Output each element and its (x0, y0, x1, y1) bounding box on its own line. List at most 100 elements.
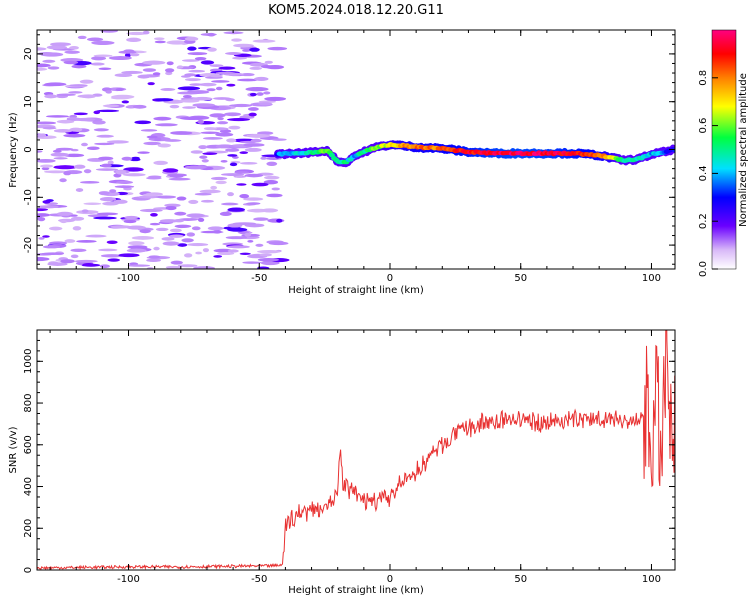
noise-blob (194, 56, 207, 61)
noise-blob (146, 135, 158, 139)
noise-blob (98, 67, 112, 71)
noise-blob (184, 36, 199, 42)
noise-blob (240, 73, 255, 77)
noise-blob (83, 202, 102, 205)
noise-blob (190, 150, 203, 154)
noise-blob (236, 183, 247, 186)
noise-blob (174, 224, 192, 228)
noise-blob (63, 133, 86, 138)
y-tick-label: -10 (23, 189, 34, 205)
noise-blob (82, 262, 95, 267)
snr-x-ticks: -100 -50 0 50 100 (49, 330, 661, 585)
noise-blob (179, 116, 204, 120)
noise-blob (75, 188, 84, 193)
noise-blob (122, 173, 146, 177)
noise-blob (121, 156, 133, 161)
snr-y-axis-label: SNR (v/v) (8, 426, 19, 473)
noise-blob (170, 131, 193, 135)
noise-blob (76, 240, 97, 243)
noise-blob (53, 128, 73, 133)
noise-blob (186, 232, 196, 237)
noise-blob (38, 237, 45, 240)
noise-blob (217, 117, 224, 121)
noise-blob (168, 234, 184, 238)
noise-blob (220, 202, 239, 206)
noise-blob (152, 72, 161, 76)
noise-blob (123, 219, 137, 224)
noise-blob (75, 117, 96, 122)
noise-blob (209, 113, 226, 118)
noise-blob (227, 207, 246, 212)
noise-blob (242, 49, 251, 52)
y-tick-label: 600 (23, 435, 34, 454)
noise-blob (264, 60, 273, 64)
noise-blob (126, 31, 148, 36)
snr-series-line (37, 330, 675, 570)
y-tick-label: -20 (23, 237, 34, 253)
noise-blob (56, 211, 73, 216)
noise-blob (252, 39, 276, 43)
noise-blob (255, 243, 264, 247)
noise-blob (258, 100, 277, 103)
noise-blob (236, 78, 259, 82)
noise-blob (227, 192, 234, 197)
noise-blob (271, 138, 287, 141)
noise-blob (259, 253, 272, 257)
colorbar-tick-label: 0.4 (698, 165, 709, 181)
noise-blob (244, 173, 264, 178)
noise-blob (219, 129, 232, 134)
noise-blob (73, 112, 88, 116)
x-tick-label: -100 (117, 273, 140, 284)
noise-blob (81, 209, 89, 213)
noise-blob (197, 217, 205, 222)
noise-blob (244, 147, 262, 152)
noise-blob (42, 245, 61, 249)
noise-blob (99, 196, 117, 202)
noise-blob (213, 255, 223, 258)
noise-blob (177, 86, 201, 91)
noise-blob (37, 67, 48, 71)
noise-blob (200, 131, 220, 135)
snr-y-ticks: 0 200 400 600 800 1000 (23, 329, 675, 573)
noise-blob (38, 52, 56, 56)
noise-blob (106, 240, 118, 244)
noise-blob (188, 199, 199, 204)
noise-blob (107, 160, 114, 165)
colorbar-label: Normalized spectral amplitude (738, 73, 749, 227)
noise-blob (150, 212, 158, 217)
noise-blob (37, 257, 50, 262)
noise-blob (96, 134, 114, 138)
noise-blob (46, 45, 68, 50)
noise-blob (100, 163, 112, 168)
noise-blob (129, 53, 140, 57)
spectrogram-x-ticks: -100 -50 0 50 100 (49, 30, 661, 284)
noise-blob (149, 222, 161, 226)
noise-blob (213, 97, 232, 100)
noise-blob (53, 165, 77, 170)
x-tick-label: 50 (514, 273, 527, 284)
noise-blob (64, 50, 80, 54)
y-tick-label: 400 (23, 477, 34, 496)
noise-blob (98, 156, 114, 161)
noise-blob (140, 208, 163, 213)
noise-blob (177, 264, 198, 268)
x-tick-label: 0 (387, 273, 393, 284)
noise-blob (225, 52, 242, 55)
noise-blob (215, 180, 227, 185)
noise-blob (243, 143, 265, 147)
noise-blob (142, 60, 166, 65)
noise-blob (42, 126, 57, 130)
noise-blob (56, 93, 76, 97)
noise-blob (202, 248, 209, 253)
noise-blob (254, 76, 269, 81)
noise-blob (127, 264, 151, 267)
noise-blob (215, 86, 223, 91)
noise-blob (223, 112, 241, 117)
noise-blob (157, 143, 171, 148)
noise-blob (263, 180, 279, 185)
noise-blob (48, 226, 63, 231)
noise-blob (154, 40, 166, 44)
y-tick-label: 0 (23, 567, 34, 573)
noise-blob (45, 115, 70, 118)
noise-blob (91, 56, 107, 61)
